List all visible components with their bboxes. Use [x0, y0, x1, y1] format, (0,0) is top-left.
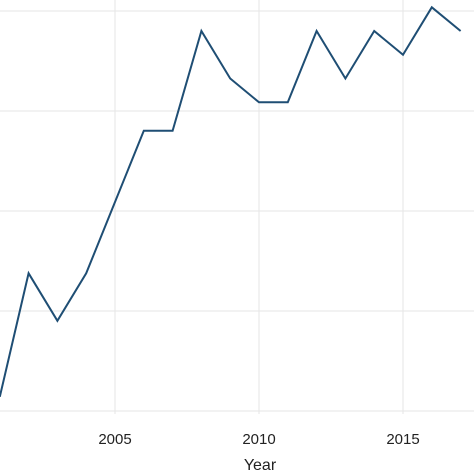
- series-line-0: [0, 5, 462, 398]
- series-lines: [0, 5, 462, 398]
- x-tick-label-0: 2005: [98, 431, 131, 448]
- grid-lines: [0, 0, 474, 414]
- x-axis-label: Year: [244, 457, 277, 474]
- x-tick-label-2: 2015: [386, 431, 419, 448]
- x-tick-labels: 2005 2010 2015: [98, 431, 419, 448]
- x-tick-label-1: 2010: [242, 431, 275, 448]
